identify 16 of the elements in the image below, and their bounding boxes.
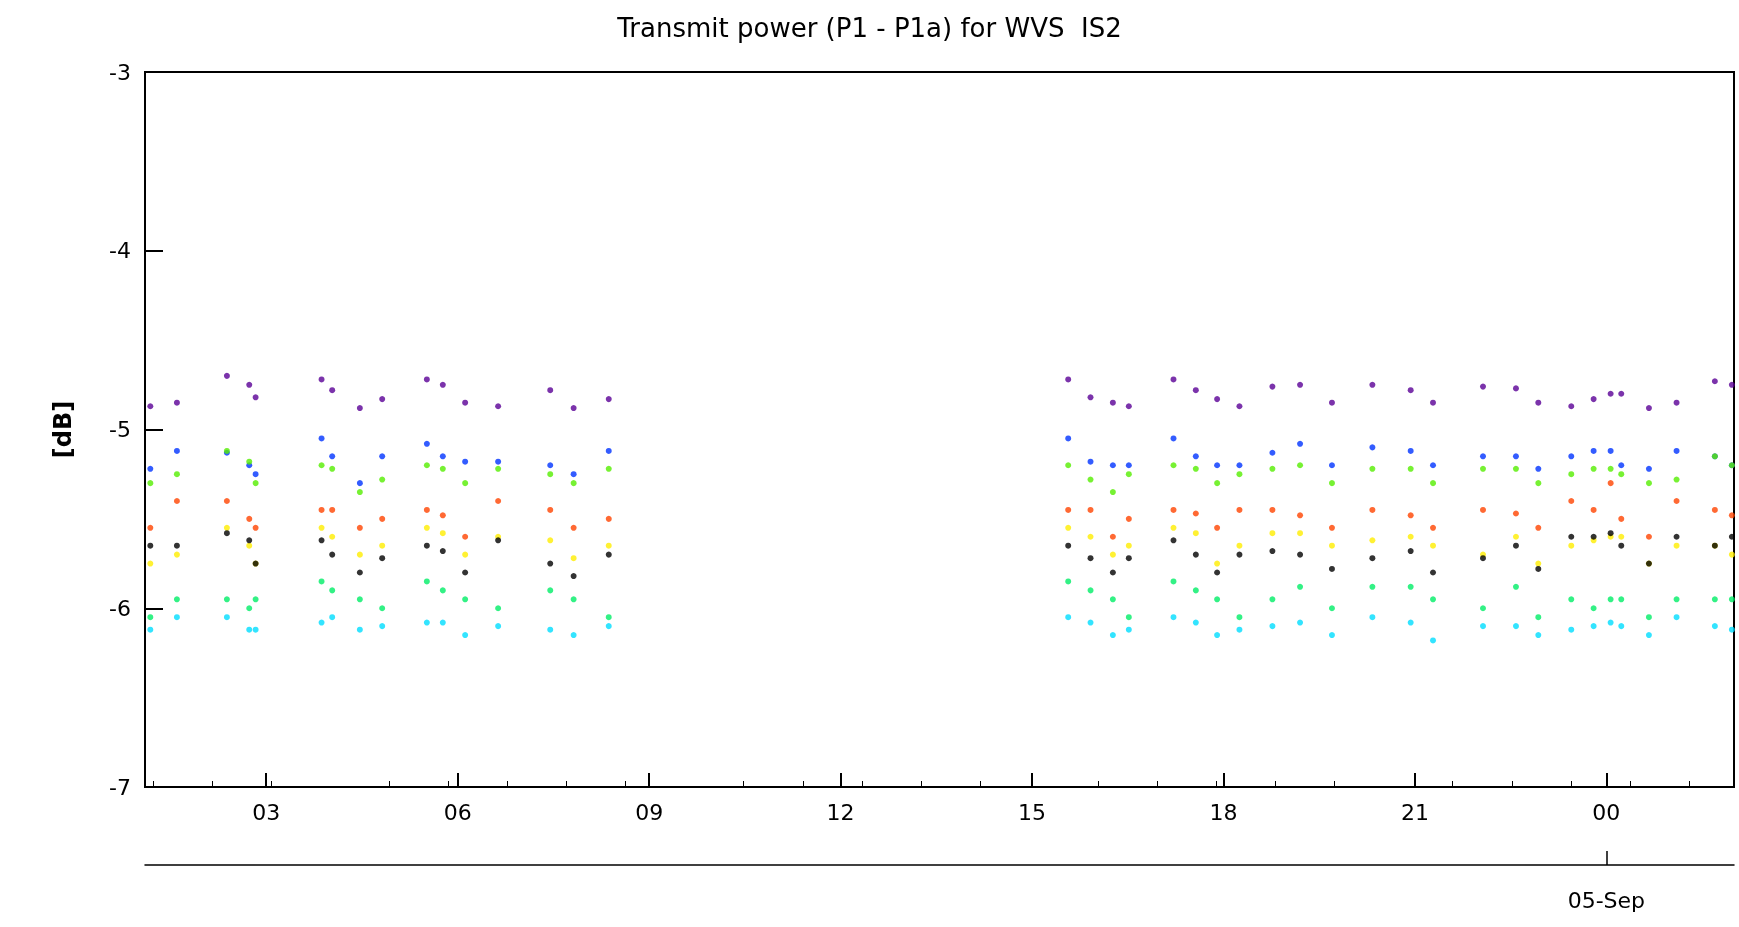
chart-title: Transmit power (P1 - P1a) for WVS IS2 — [616, 13, 1122, 43]
x-tick-label: 03 — [252, 799, 281, 825]
y-tick-label: -3 — [109, 59, 131, 85]
x-tick-label: 21 — [1400, 799, 1429, 825]
x-tick-label: 06 — [443, 799, 472, 825]
x-tick-label: 15 — [1018, 799, 1047, 825]
x-tick-label: 09 — [635, 799, 664, 825]
y-tick-label: -4 — [109, 238, 131, 264]
x-tick-label: 00 — [1592, 799, 1621, 825]
y-axis-title: [dB] — [49, 400, 77, 459]
x-tick-label: 12 — [826, 799, 855, 825]
text: 05-Sep — [1567, 887, 1646, 913]
y-tick-label: -5 — [109, 417, 131, 442]
y-tick-label: -7 — [109, 774, 131, 800]
x-tick-label: 18 — [1209, 799, 1238, 825]
y-tick-label: -6 — [109, 595, 131, 621]
